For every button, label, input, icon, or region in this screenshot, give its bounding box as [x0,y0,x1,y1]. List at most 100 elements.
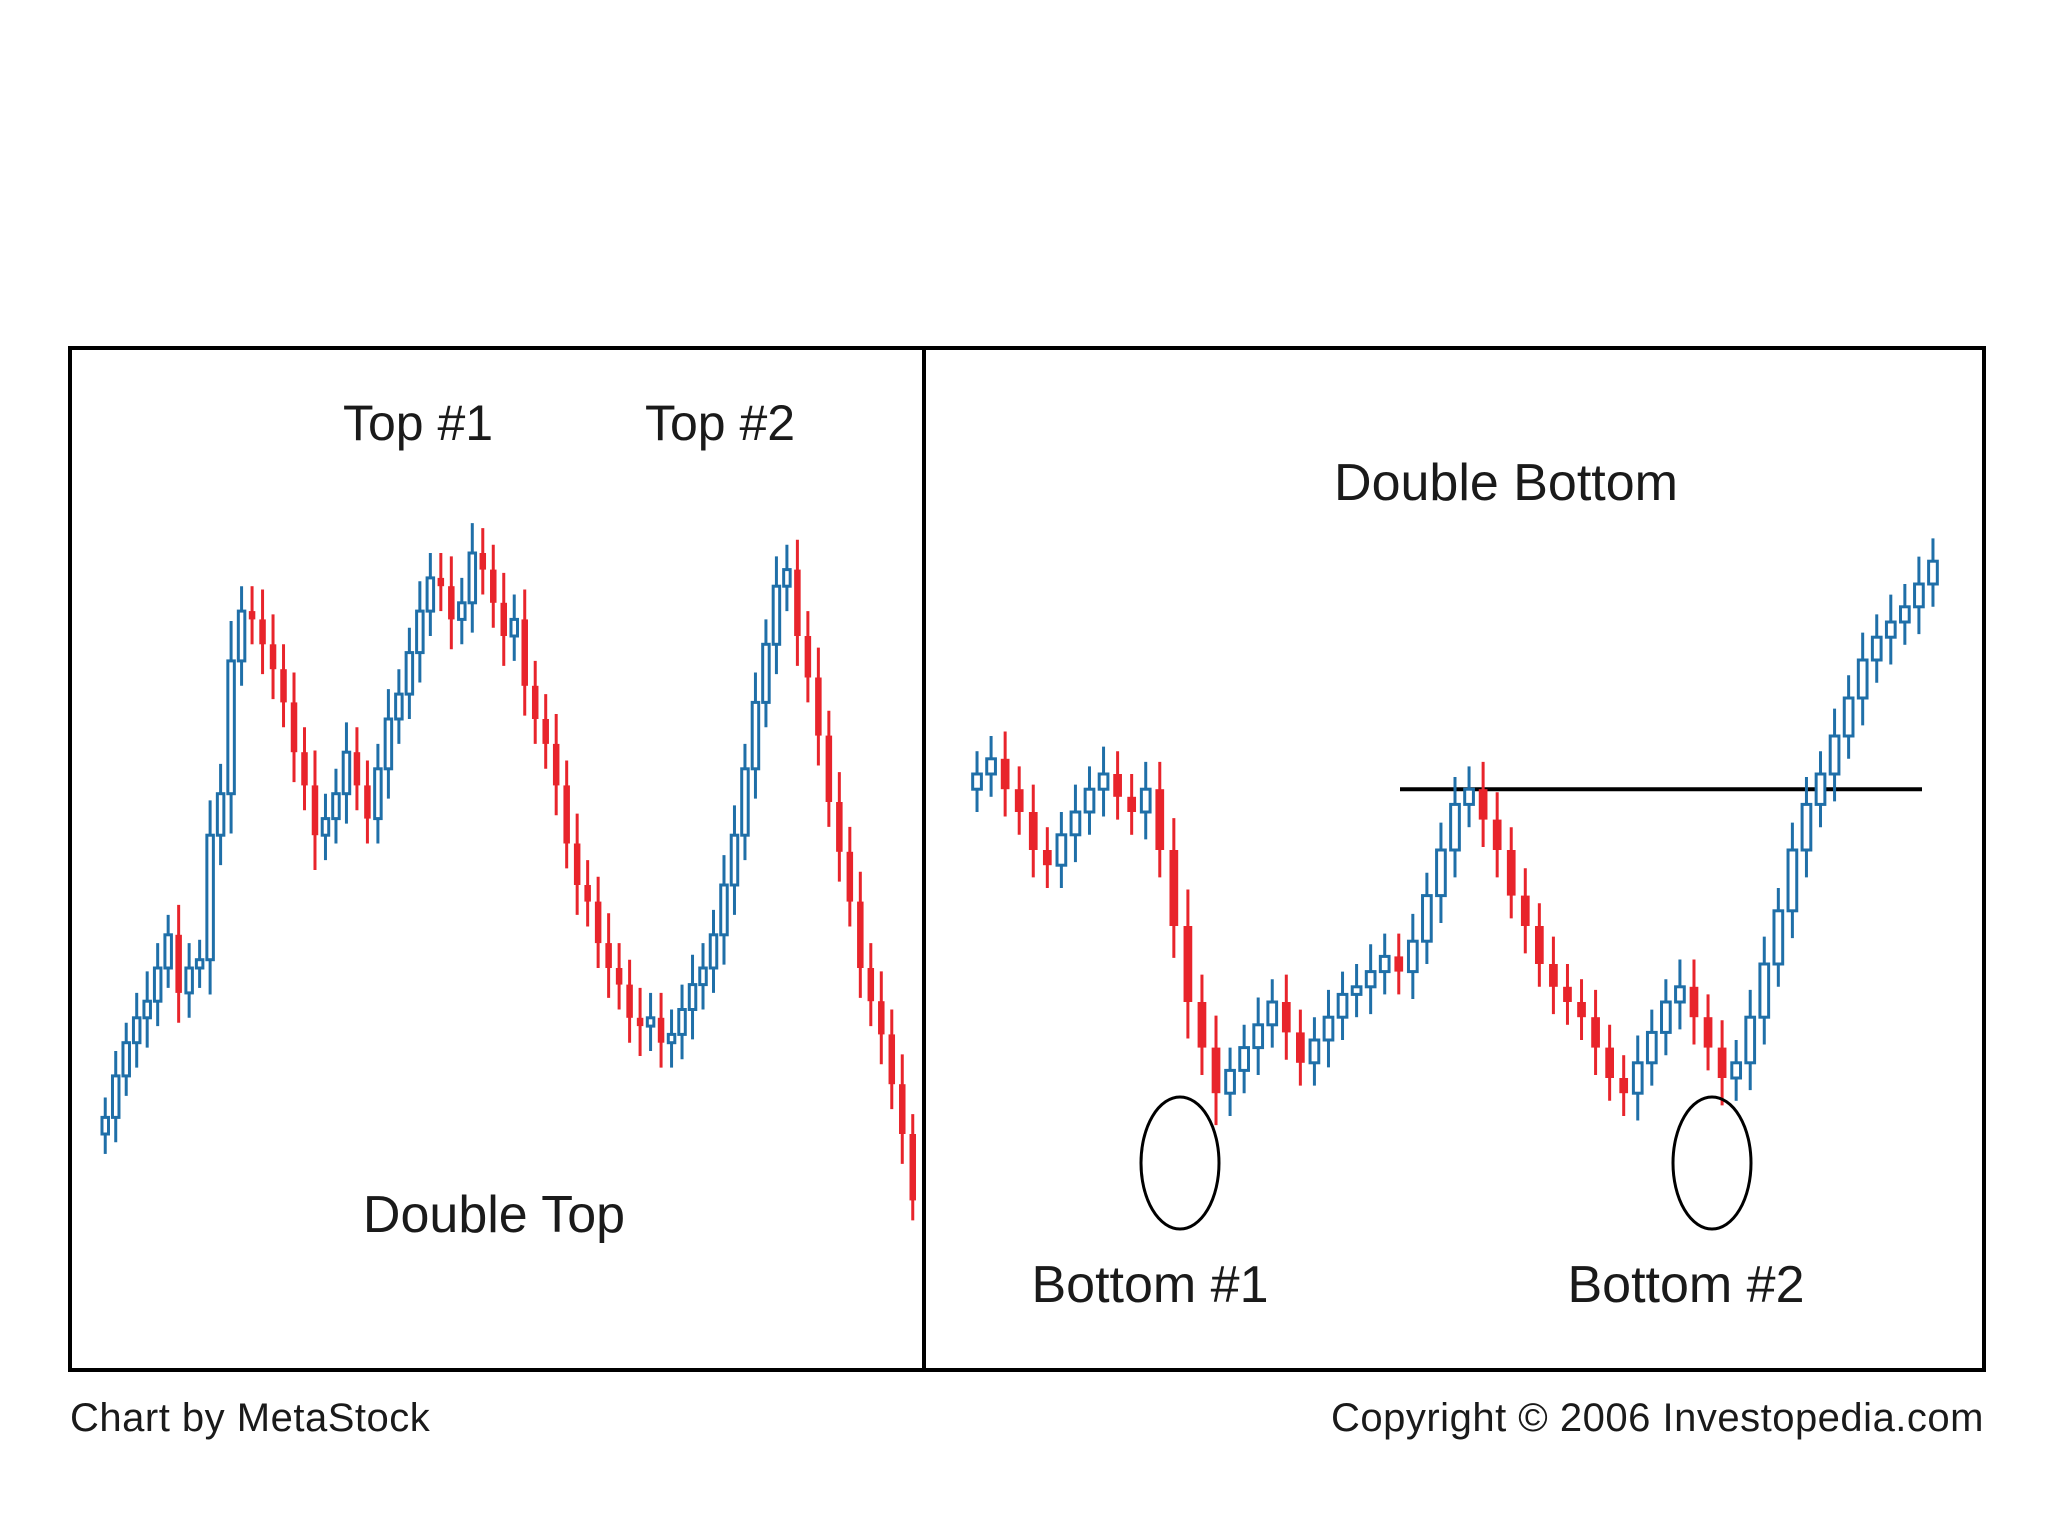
left-candle-15 [259,619,266,645]
left-candle-6 [163,933,173,970]
left-candle-40 [521,619,528,686]
left-candle-55 [677,1008,687,1036]
left-candle-18 [290,702,298,753]
left-candle-75 [888,1034,896,1085]
right-candle-37 [1492,819,1502,850]
left-candle-67 [804,636,812,678]
right-candle-16 [1197,1002,1207,1048]
left-candle-25 [364,785,371,819]
right-candle-5 [1042,850,1052,866]
left-candle-58 [708,933,719,970]
right-candle-13 [1155,789,1165,850]
left-candle-51 [636,1017,644,1027]
double-bottom-title: Double Bottom [1334,454,1678,512]
right-candle-56 [1758,962,1771,1019]
right-candle-58 [1786,848,1799,913]
left-candle-65 [782,568,792,588]
top-1-label: Top #1 [343,395,493,451]
bottom-2-label: Bottom #2 [1567,1256,1804,1314]
left-candle-29 [404,651,415,696]
right-candle-59 [1800,802,1813,852]
left-candle-0 [100,1115,110,1136]
left-candle-68 [815,677,822,736]
right-candle-33 [1435,848,1447,898]
left-candle-37 [490,569,497,603]
left-candle-36 [479,553,487,570]
right-candle-8 [1083,787,1096,814]
left-candle-17 [280,669,287,703]
right-candle-10 [1113,774,1122,797]
right-candle-25 [1322,1015,1335,1042]
left-candle-60 [729,833,740,887]
left-candle-47 [594,901,602,944]
left-candle-27 [383,717,394,771]
left-candle-49 [615,968,623,985]
copyright-notice: Copyright © 2006 Investopedia.com [1330,1396,1984,1440]
right-candle-64 [1870,635,1883,662]
left-candle-34 [457,601,467,621]
right-candle-0 [971,772,983,791]
left-candle-9 [194,958,205,970]
left-candle-23 [341,750,352,796]
right-candle-24 [1308,1038,1321,1065]
right-candle-28 [1364,970,1377,989]
left-candle-8 [184,966,194,995]
right-candle-9 [1097,772,1110,791]
right-candle-22 [1281,1002,1291,1033]
right-candle-18 [1224,1068,1236,1095]
left-candle-52 [645,1016,656,1028]
left-candle-61 [740,767,750,837]
left-candle-71 [846,851,854,902]
left-candle-22 [331,792,341,821]
right-candle-11 [1127,796,1137,812]
right-candlesticks [971,538,1939,1126]
left-candle-28 [394,692,404,721]
left-candle-46 [584,885,591,902]
bottom-1-label: Bottom #1 [1031,1256,1268,1314]
right-candle-35 [1463,787,1475,806]
left-candle-45 [573,843,581,885]
right-candle-4 [1028,812,1038,850]
left-candle-4 [142,999,152,1020]
left-candle-19 [301,752,308,786]
chart-credit: Chart by MetaStock [70,1396,431,1440]
right-candle-68 [1927,559,1939,586]
left-candle-41 [531,685,539,719]
left-candle-63 [761,642,771,704]
left-candle-54 [666,1032,677,1045]
right-candle-31 [1406,939,1419,974]
right-candle-7 [1069,810,1082,837]
right-candle-29 [1378,954,1391,974]
right-candle-52 [1703,1017,1713,1048]
left-candle-14 [248,611,256,620]
left-candle-3 [131,1016,142,1045]
right-candle-23 [1296,1032,1305,1063]
right-candle-62 [1842,696,1855,738]
left-candle-2 [121,1041,131,1078]
left-candle-33 [448,586,455,620]
right-candle-50 [1674,985,1686,1004]
right-candle-27 [1350,985,1363,996]
right-candle-15 [1183,926,1193,1002]
left-candle-20 [311,785,319,836]
right-candle-20 [1252,1023,1265,1050]
right-candle-39 [1520,895,1530,926]
right-candle-32 [1421,894,1433,943]
right-candle-26 [1336,992,1349,1019]
left-candle-50 [626,984,633,1018]
right-candle-30 [1394,956,1404,972]
right-candle-65 [1884,620,1897,639]
left-candle-42 [542,719,549,744]
right-candle-38 [1506,850,1516,896]
left-candle-24 [353,752,361,786]
left-candle-62 [750,700,761,771]
left-candle-38 [500,602,508,636]
left-candle-56 [687,983,698,1011]
right-candle-21 [1266,1000,1279,1027]
right-candle-54 [1730,1061,1743,1080]
left-candle-57 [698,966,708,987]
right-panel-frame [922,346,1986,1372]
left-candlesticks [100,523,917,1221]
left-candle-48 [605,943,612,968]
left-candle-64 [771,584,782,646]
